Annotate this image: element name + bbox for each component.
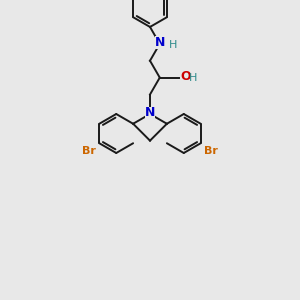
Text: H: H (169, 40, 177, 50)
Text: N: N (154, 36, 165, 49)
Text: H: H (189, 73, 198, 82)
Text: Br: Br (82, 146, 96, 156)
Text: N: N (145, 106, 155, 119)
Text: O: O (180, 70, 191, 83)
Text: Br: Br (204, 146, 218, 156)
